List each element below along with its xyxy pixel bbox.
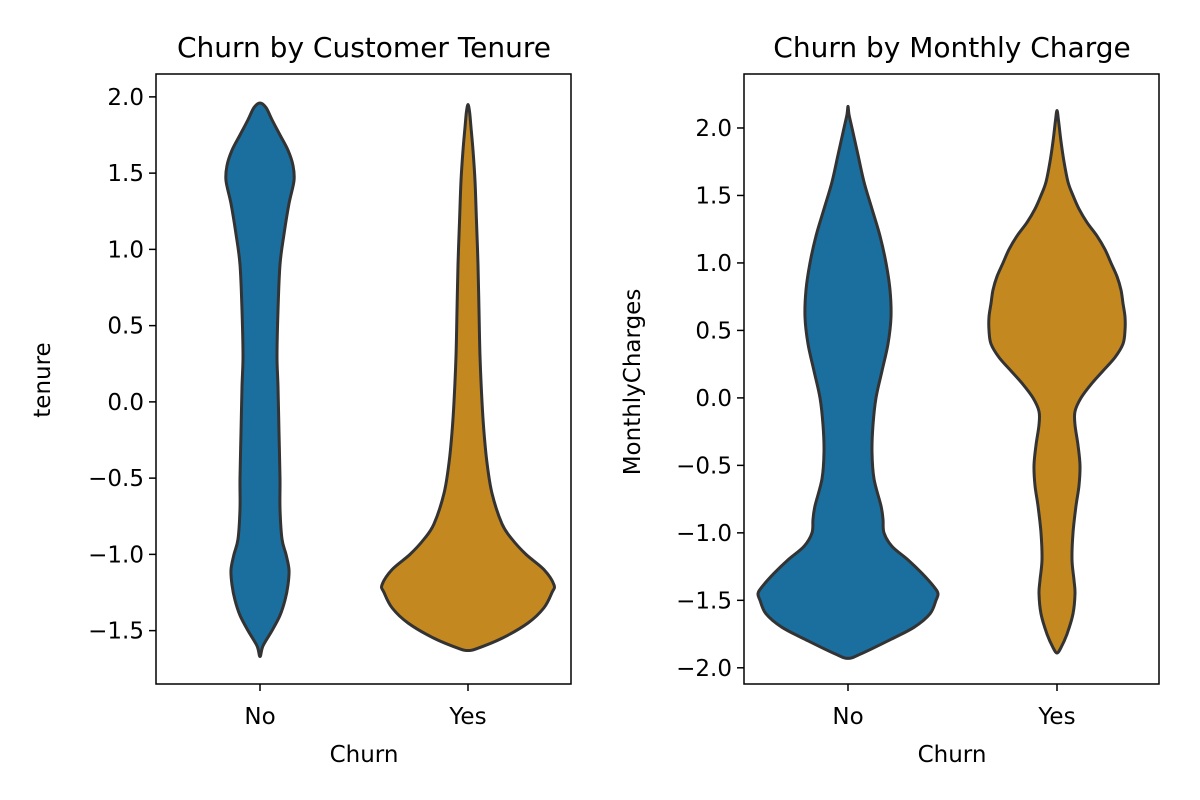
y-tick-label-monthly: 1.5 bbox=[695, 183, 732, 209]
violin-tenure-yes bbox=[380, 103, 556, 653]
violin-monthly-yes bbox=[987, 108, 1127, 655]
violin-tenure-no bbox=[224, 101, 296, 659]
y-tick-label-tenure: 0.5 bbox=[107, 314, 144, 340]
y-tick-label-tenure: −1.0 bbox=[88, 542, 144, 568]
y-ticks-monthly: −2.0 −1.5 −1.0 −0.5 0.0 0.5 1.0 1.5 2.0 bbox=[676, 116, 744, 682]
y-tick-label-tenure: −0.5 bbox=[88, 466, 144, 492]
chart-title-tenure: Churn by Customer Tenure bbox=[177, 31, 551, 64]
y-ticks-tenure: −1.5 −1.0 −0.5 0.0 0.5 1.0 1.5 2.0 bbox=[88, 85, 156, 645]
x-ticks-tenure: No Yes bbox=[244, 684, 487, 730]
x-axis-label-tenure: Churn bbox=[330, 742, 399, 768]
x-axis-label-monthly: Churn bbox=[918, 742, 987, 768]
plot-frame-tenure bbox=[155, 73, 572, 685]
y-axis-label-tenure: tenure bbox=[30, 342, 56, 417]
panel-monthly: Churn by Monthly Charge −2.0 −1.5 −1.0 −0.5… bbox=[620, 31, 1160, 768]
y-tick-label-tenure: 1.5 bbox=[107, 161, 144, 187]
y-tick-label-monthly: 2.0 bbox=[695, 116, 732, 142]
violins-monthly bbox=[756, 104, 1127, 660]
y-axis-label-monthly: MonthlyCharges bbox=[620, 289, 646, 476]
y-tick-label-monthly: 1.0 bbox=[695, 251, 732, 277]
y-tick-label-monthly: 0.0 bbox=[695, 386, 732, 412]
x-tick-label-tenure-yes: Yes bbox=[448, 704, 486, 730]
violin-monthly-no bbox=[756, 104, 940, 660]
y-tick-label-monthly: −0.5 bbox=[676, 453, 732, 479]
x-tick-label-tenure-no: No bbox=[244, 704, 275, 730]
y-tick-label-tenure: −1.5 bbox=[88, 619, 144, 645]
y-tick-label-tenure: 2.0 bbox=[107, 85, 144, 111]
y-tick-label-monthly: 0.5 bbox=[695, 318, 732, 344]
y-tick-label-tenure: 0.0 bbox=[107, 390, 144, 416]
y-tick-label-tenure: 1.0 bbox=[107, 237, 144, 263]
x-ticks-monthly: No Yes bbox=[832, 684, 1076, 730]
y-tick-label-monthly: −1.5 bbox=[676, 588, 732, 614]
violins-tenure bbox=[224, 101, 556, 659]
chart-title-monthly: Churn by Monthly Charge bbox=[773, 31, 1130, 64]
y-tick-label-monthly: −1.0 bbox=[676, 521, 732, 547]
plot-frame-monthly bbox=[743, 73, 1160, 685]
x-tick-label-monthly-yes: Yes bbox=[1037, 704, 1075, 730]
x-tick-label-monthly-no: No bbox=[832, 704, 863, 730]
panel-tenure: Churn by Customer Tenure −1.5 −1.0 −0.5 0.0… bbox=[30, 31, 572, 768]
y-tick-label-monthly: −2.0 bbox=[676, 656, 732, 682]
